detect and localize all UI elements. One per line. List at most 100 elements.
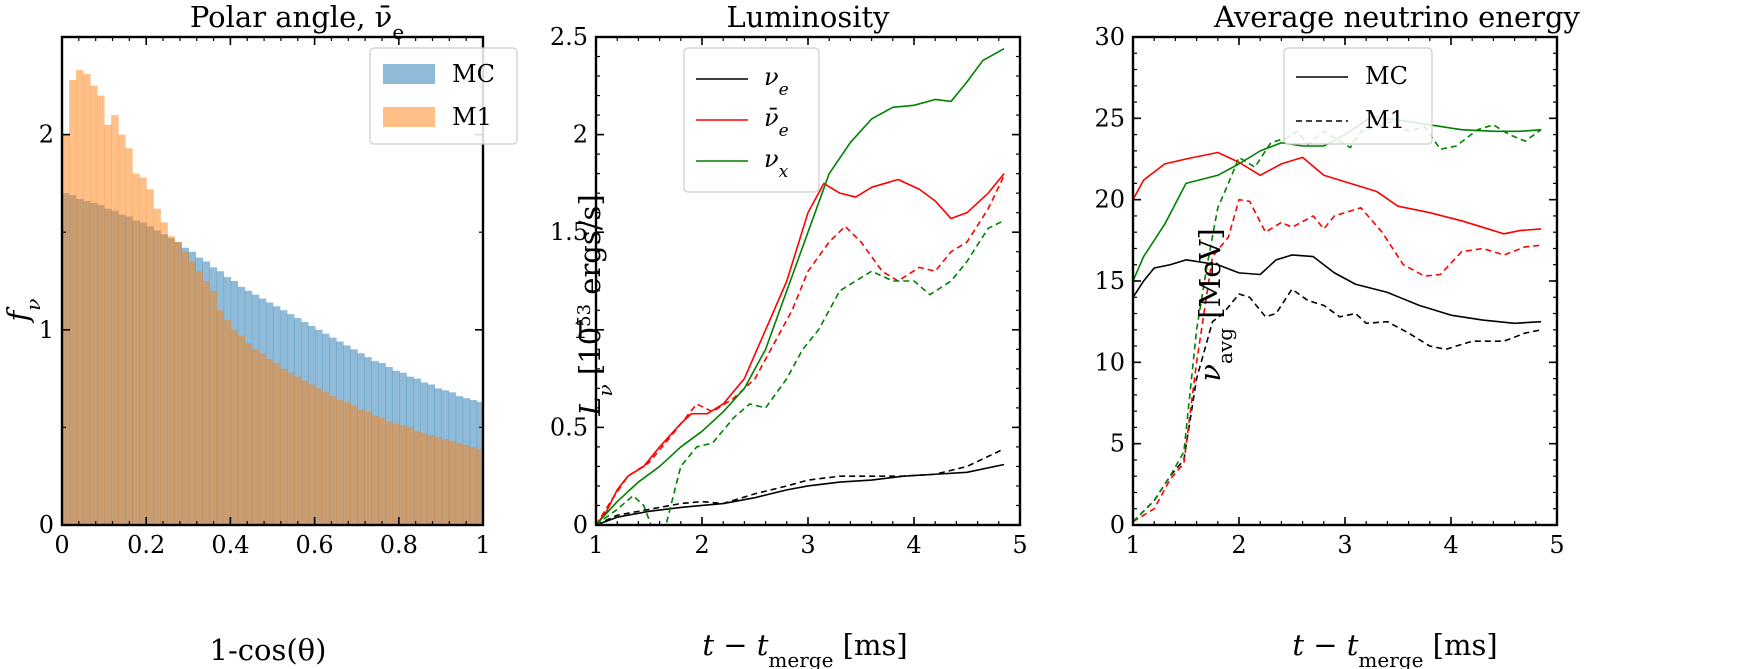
- histogram-bar: [90, 85, 98, 526]
- histogram-series-m1: [62, 70, 484, 526]
- legend-swatch-m1: [383, 107, 435, 127]
- x-tick-label: 0.6: [296, 531, 334, 559]
- x-tick-label: 2: [1231, 531, 1246, 559]
- legend-label-mc: MC: [1365, 62, 1408, 90]
- histogram-bar: [279, 368, 288, 525]
- series-line-0: [595, 463, 1005, 526]
- panel-average-energy-ylabel: νavg [MeV]: [1193, 228, 1237, 381]
- histogram-bar: [153, 208, 161, 525]
- y-tick-label: 30: [1094, 23, 1125, 51]
- x-tick-label: 0.4: [211, 531, 249, 559]
- series-line-4: [595, 48, 1005, 526]
- histogram-bar: [406, 427, 414, 525]
- histogram-bar: [364, 411, 372, 525]
- y-tick-label: 0: [573, 511, 588, 539]
- y-tick-label: 0: [39, 511, 54, 539]
- legend-label-nu-x: νx: [764, 145, 789, 182]
- y-tick-label: 1: [39, 316, 54, 344]
- x-tick-label: 2: [694, 531, 709, 559]
- histogram-bar: [244, 343, 253, 525]
- x-tick-label: 1: [588, 531, 603, 559]
- histogram-bar: [195, 271, 204, 525]
- y-tick-label: 0.5: [550, 413, 588, 441]
- x-tick-label: 1: [475, 531, 490, 559]
- histogram-bar: [223, 320, 232, 525]
- y-tick-label: 15: [1094, 267, 1125, 295]
- histogram-bar: [118, 134, 126, 525]
- histogram-bar: [469, 446, 478, 525]
- histogram-bar: [301, 380, 309, 525]
- axes-frame: [60, 35, 485, 527]
- luminosity-legend: νe ν̄e νx: [683, 47, 820, 193]
- legend-label-mc: MC: [452, 60, 495, 88]
- legend-box: [683, 47, 820, 193]
- histogram-bar: [265, 359, 274, 525]
- panel-average-energy-title: Average neutrino energy: [1213, 0, 1581, 34]
- panel-polar-angle-xlabel: 1-cos(θ): [210, 633, 327, 667]
- histogram-bar: [413, 431, 421, 525]
- x-tick-label: 5: [1549, 531, 1564, 559]
- panel-average-energy-xlabel: t − tmerge [ms]: [1292, 628, 1497, 669]
- panel-luminosity-xlabel: t − tmerge [ms]: [702, 628, 907, 669]
- histogram-bar: [111, 115, 119, 525]
- histogram-bar: [455, 443, 464, 525]
- x-tick-label: 1: [1125, 531, 1140, 559]
- histogram-bar: [286, 372, 295, 525]
- panel-luminosity-ylabel: Lν [1053 ergs/s]: [573, 194, 617, 416]
- panel-average-energy: Average neutrino energy 1 2 3 4 5 0 5 10 15 20 25 3…: [1094, 0, 1580, 669]
- series-line-2: [595, 173, 1005, 526]
- series-line-0: [1132, 254, 1542, 325]
- histogram-bar: [371, 415, 379, 525]
- histogram-bar: [209, 290, 218, 525]
- series-line-3: [595, 175, 1005, 526]
- histogram-bar: [167, 236, 175, 525]
- histogram-bar: [308, 384, 316, 525]
- histogram-bar: [251, 349, 260, 525]
- legend-box: [369, 47, 518, 145]
- x-tick-label: 3: [800, 531, 815, 559]
- x-tick-label: 0.2: [127, 531, 165, 559]
- histogram-bar: [181, 251, 189, 525]
- histogram-bar: [448, 441, 457, 525]
- histogram-bar: [160, 222, 168, 525]
- series-line-4: [1132, 115, 1542, 282]
- y-tick-label: 1.5: [550, 218, 588, 246]
- x-tick-label: 0.8: [380, 531, 418, 559]
- histogram-bar: [476, 448, 484, 525]
- legend-label-nu-e: νe: [764, 63, 789, 100]
- y-tick-label: 1: [573, 316, 588, 344]
- histogram-bar: [378, 417, 386, 525]
- histogram-plot-area: 0 0.2 0.4 0.6 0.8 1 0 1 2: [39, 35, 491, 559]
- x-tick-label: 0: [54, 531, 69, 559]
- panel-polar-angle-title: Polar angle, ν̄e: [190, 0, 404, 44]
- histogram-bar: [357, 409, 365, 525]
- histogram-bar: [76, 70, 84, 526]
- x-tick-label: 5: [1012, 531, 1027, 559]
- series-line-1: [1132, 288, 1542, 523]
- legend-label-m1: M1: [452, 103, 492, 131]
- y-tick-label: 2.5: [550, 23, 588, 51]
- histogram-bar: [399, 425, 407, 525]
- legend-box: [1283, 47, 1433, 145]
- histogram-bar: [125, 148, 133, 525]
- histogram-bar: [427, 435, 436, 525]
- histogram-bar: [237, 335, 246, 525]
- histogram-bar: [420, 433, 428, 525]
- histogram-bar: [202, 281, 211, 525]
- histogram-bar: [336, 400, 344, 525]
- histogram-bar: [104, 124, 112, 525]
- histogram-bar: [322, 392, 330, 525]
- y-tick-label: 25: [1094, 104, 1125, 132]
- legend-label-m1: M1: [1365, 106, 1405, 134]
- series-line-2: [1132, 151, 1542, 235]
- y-tick-label: 2: [573, 121, 588, 149]
- histogram-bar: [83, 74, 91, 525]
- y-tick-label: 5: [1110, 430, 1125, 458]
- histogram-bar: [230, 329, 239, 525]
- histogram-bar: [146, 189, 154, 525]
- histogram-bar: [216, 310, 225, 525]
- x-tick-label: 4: [906, 531, 921, 559]
- histogram-bar: [441, 439, 450, 525]
- histogram-bar: [294, 376, 302, 525]
